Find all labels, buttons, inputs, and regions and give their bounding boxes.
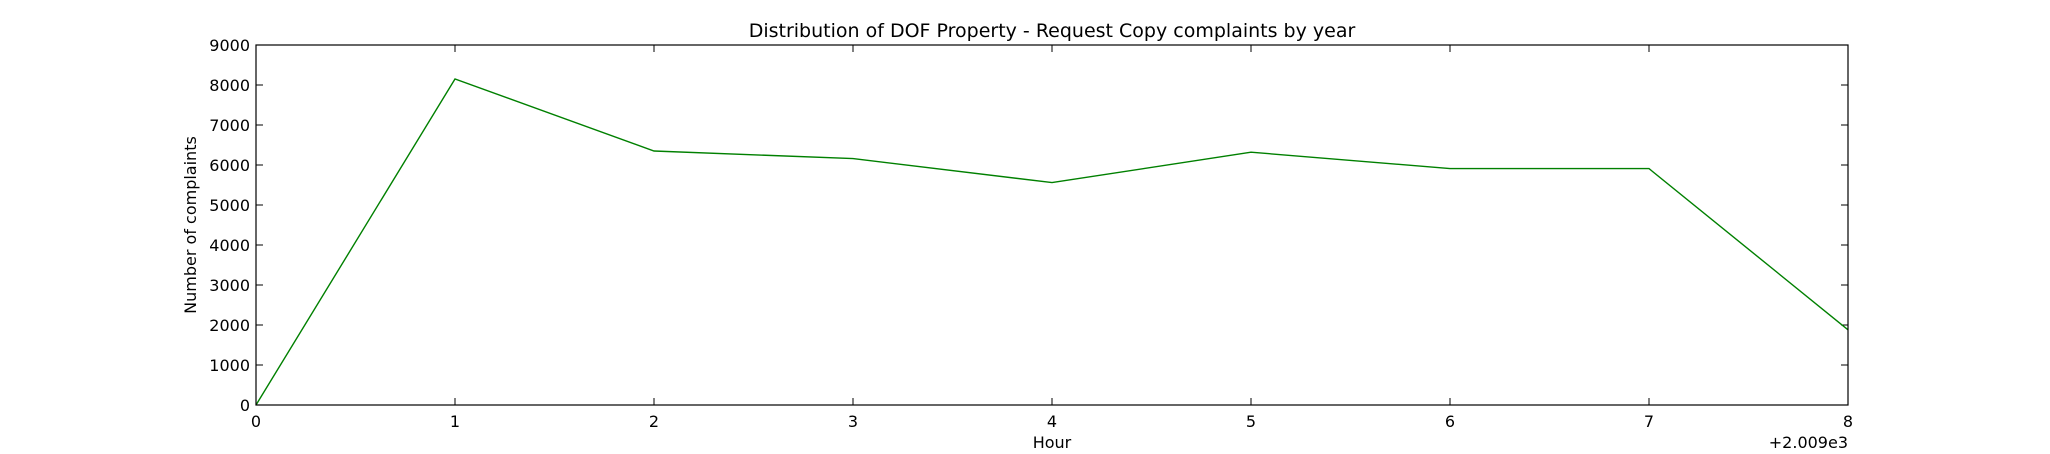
x-tick-label: 5 <box>1246 412 1256 431</box>
y-tick-label: 0 <box>240 396 250 415</box>
x-tick-label: 2 <box>649 412 659 431</box>
x-tick-label: 3 <box>848 412 858 431</box>
plot-frame <box>255 44 1849 406</box>
x-axis-ticks: 0 1 2 3 4 5 6 7 8 <box>251 45 1853 431</box>
y-axis-label: Number of complaints <box>181 136 200 314</box>
x-tick-label: 0 <box>251 412 261 431</box>
y-tick-label: 2000 <box>209 316 250 335</box>
x-axis-label: Hour <box>1033 433 1072 450</box>
x-tick-label: 7 <box>1644 412 1654 431</box>
x-tick-label: 1 <box>450 412 460 431</box>
chart-title: Distribution of DOF Property - Request C… <box>749 20 1356 42</box>
y-tick-label: 6000 <box>209 156 250 175</box>
y-tick-label: 9000 <box>209 36 250 55</box>
x-tick-label: 4 <box>1047 412 1057 431</box>
x-axis-offset-label: +2.009e3 <box>1769 433 1848 450</box>
x-tick-label: 6 <box>1445 412 1455 431</box>
x-tick-label: 8 <box>1843 412 1853 431</box>
y-tick-label: 1000 <box>209 356 250 375</box>
y-tick-label: 5000 <box>209 196 250 215</box>
y-axis-ticks: 0 1000 2000 3000 4000 5000 6000 7000 8000 9000 <box>209 36 1848 415</box>
y-tick-label: 7000 <box>209 116 250 135</box>
y-tick-label: 3000 <box>209 276 250 295</box>
series-line <box>255 78 1849 406</box>
y-tick-label: 4000 <box>209 236 250 255</box>
y-tick-label: 8000 <box>209 76 250 95</box>
